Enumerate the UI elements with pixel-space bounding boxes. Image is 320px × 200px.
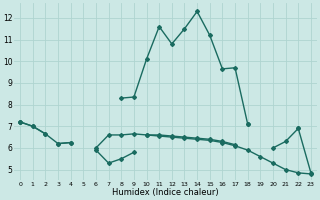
X-axis label: Humidex (Indice chaleur): Humidex (Indice chaleur) — [112, 188, 219, 197]
